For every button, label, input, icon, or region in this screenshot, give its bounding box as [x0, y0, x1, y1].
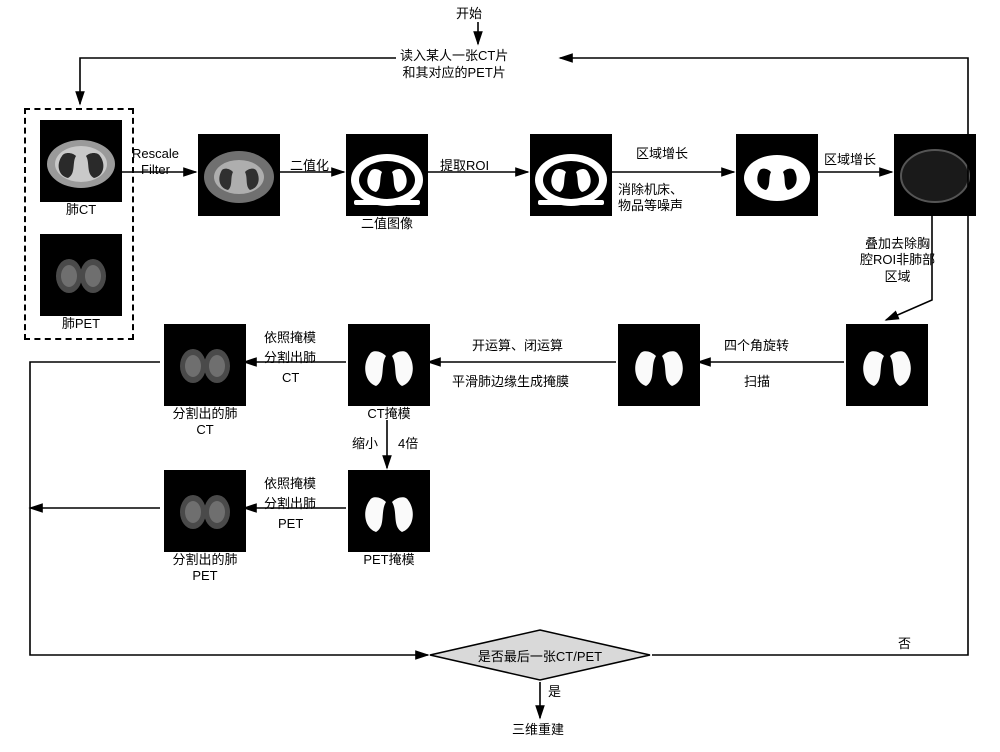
- edge-binarize: 二值化: [290, 158, 329, 174]
- edge-overlay-remove: 叠加去除胸 腔ROI非肺部 区域: [860, 236, 935, 285]
- pet-mask-caption: PET掩模: [348, 552, 430, 568]
- reconstruct-label: 三维重建: [512, 722, 564, 739]
- edge-region-grow-1b: 消除机床、 物品等噪声: [618, 182, 683, 215]
- edge-apply-mask-ct-b: 分割出肺: [264, 350, 316, 366]
- edge-region-grow-2: 区域增长: [824, 152, 876, 168]
- node-body-blob: [894, 134, 976, 216]
- pet-mask-thumb: [348, 470, 430, 552]
- edge-morph-b: 平滑肺边缘生成掩膜: [452, 374, 569, 390]
- roi-thumb: [530, 134, 612, 216]
- edge-apply-mask-ct-c: CT: [282, 370, 299, 386]
- start-label: 开始: [456, 6, 482, 23]
- rescaled-thumb: [198, 134, 280, 216]
- yes-label: 是: [548, 684, 561, 701]
- node-corner-scan: [618, 324, 700, 406]
- edge-morph-a: 开运算、闭运算: [472, 338, 563, 354]
- edge-apply-mask-pet-a: 依照掩模: [264, 476, 316, 492]
- edge-corner-rotate: 四个角旋转: [724, 338, 789, 354]
- ct-mask-thumb: [348, 324, 430, 406]
- overlay-thumb: [846, 324, 928, 406]
- body-blob-thumb: [894, 134, 976, 216]
- ct-mask-caption: CT掩模: [348, 406, 430, 422]
- node-roi: [530, 134, 612, 216]
- input-ct: 肺CT: [40, 120, 122, 218]
- node-ct-mask: CT掩模: [348, 324, 430, 422]
- seg-ct-thumb: [164, 324, 246, 406]
- node-pet-mask: PET掩模: [348, 470, 430, 568]
- ct-caption: 肺CT: [40, 202, 122, 218]
- node-seg-ct: 分割出的肺 CT: [164, 324, 246, 439]
- decision-diamond: 是否最后一张CT/PET: [430, 630, 650, 680]
- node-seg-pet: 分割出的肺 PET: [164, 470, 246, 585]
- node-rescaled: [198, 134, 280, 216]
- binary-caption: 二值图像: [346, 216, 428, 232]
- node-overlay-remove: [846, 324, 928, 406]
- seg-pet-caption: 分割出的肺 PET: [164, 552, 246, 585]
- corner-scan-thumb: [618, 324, 700, 406]
- ct-thumb: [40, 120, 122, 202]
- read-in-label: 读入某人一张CT片 和其对应的PET片: [400, 48, 508, 82]
- edge-extract-roi: 提取ROI: [440, 158, 489, 174]
- input-pet: 肺PET: [40, 234, 122, 332]
- decision-text: 是否最后一张CT/PET: [430, 630, 650, 680]
- edge-scan: 扫描: [744, 374, 770, 390]
- node-binary: 二值图像: [346, 134, 428, 232]
- pet-caption: 肺PET: [40, 316, 122, 332]
- edge-apply-mask-pet-c: PET: [278, 516, 303, 532]
- clean-thumb: [736, 134, 818, 216]
- edge-shrink-a: 缩小: [352, 436, 378, 452]
- edge-region-grow-1a: 区域增长: [636, 146, 688, 162]
- node-clean: [736, 134, 818, 216]
- seg-ct-caption: 分割出的肺 CT: [164, 406, 246, 439]
- binary-thumb: [346, 134, 428, 216]
- seg-pet-thumb: [164, 470, 246, 552]
- edge-apply-mask-pet-b: 分割出肺: [264, 496, 316, 512]
- no-label: 否: [898, 636, 911, 653]
- edge-rescale-filter: Rescale Filter: [132, 146, 179, 179]
- edge-apply-mask-ct-a: 依照掩模: [264, 330, 316, 346]
- edge-shrink-b: 4倍: [398, 436, 418, 452]
- pet-thumb: [40, 234, 122, 316]
